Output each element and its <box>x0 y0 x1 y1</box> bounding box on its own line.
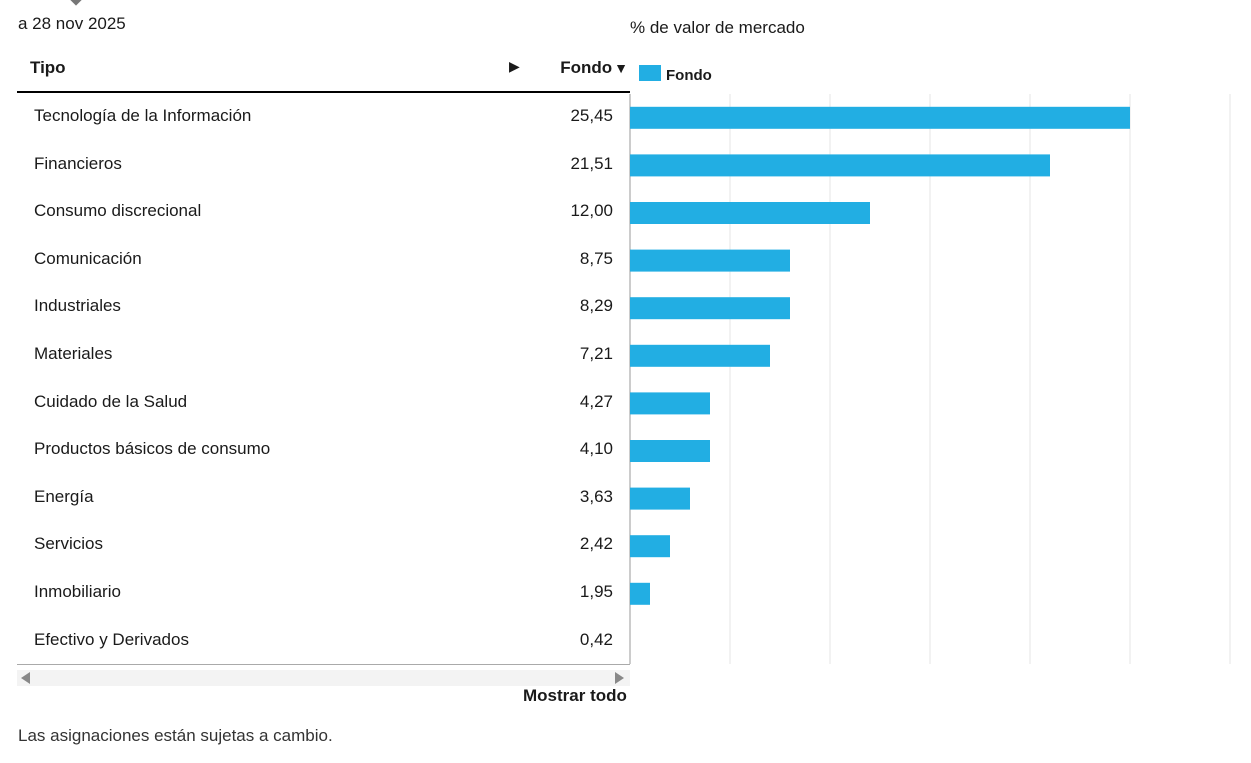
row-sector-name: Financieros <box>34 153 122 173</box>
row-fund-value: 21,51 <box>570 153 613 173</box>
bar <box>630 487 690 510</box>
row-sector-name: Cuidado de la Salud <box>34 391 188 411</box>
bar <box>630 106 1130 129</box>
row-sector-name: Energía <box>34 486 94 506</box>
row-fund-value: 12,00 <box>570 201 613 221</box>
row-sector-name: Tecnología de la Información <box>34 106 252 125</box>
row-fund-value: 3,63 <box>579 486 613 506</box>
table-row: Materiales 7,21 <box>17 331 630 379</box>
scroll-left-icon[interactable] <box>21 672 30 684</box>
table-body: Tecnología de la Información 25,45 Financi… <box>17 93 630 664</box>
as-of-date: a 28 nov 2025 <box>18 14 126 33</box>
table-row: Cuidado de la Salud 4,27 <box>17 379 630 427</box>
bar <box>630 297 790 320</box>
bar <box>630 154 1050 177</box>
row-fund-value: 25,45 <box>570 106 613 125</box>
sort-desc-icon: ▼ <box>614 60 628 76</box>
row-fund-value: 4,27 <box>579 391 613 411</box>
table-row: Tecnología de la Información 25,45 <box>17 93 630 141</box>
bar <box>630 202 870 224</box>
table-row: Consumo discrecional 12,00 <box>17 188 630 236</box>
table-row: Energía 3,63 <box>17 474 630 522</box>
bar <box>630 535 670 558</box>
row-fund-value: 4,10 <box>579 439 613 459</box>
row-sector-name: Industriales <box>34 296 121 316</box>
legend-swatch <box>639 65 661 81</box>
table-row: Servicios 2,42 <box>17 521 630 569</box>
table-divider <box>17 664 630 666</box>
row-sector-name: Consumo discrecional <box>34 201 202 221</box>
table-row: Industriales 8,29 <box>17 283 630 331</box>
row-fund-value: 2,42 <box>579 534 613 554</box>
horizontal-scrollbar[interactable] <box>17 670 630 686</box>
row-sector-name: Inmobiliario <box>34 581 121 601</box>
row-fund-value: 0,42 <box>579 629 613 649</box>
disclaimer-text: Las asignaciones están sujetas a cambio. <box>18 726 333 745</box>
bar <box>630 582 650 605</box>
row-sector-name: Efectivo y Derivados <box>34 629 189 649</box>
table-row: Comunicación 8,75 <box>17 236 630 284</box>
allocation-table: Tipo ▶ Fondo ▼ Tecnología de la Informaci… <box>17 50 630 666</box>
legend-label: Fondo <box>666 67 712 84</box>
row-sector-name: Servicios <box>34 534 103 554</box>
row-fund-value: 8,29 <box>579 296 613 316</box>
show-all-button[interactable]: Mostrar todo <box>523 686 627 705</box>
bar <box>630 249 790 272</box>
table-row: Productos básicos de consumo 4,10 <box>17 426 630 474</box>
chart-title: % de valor de mercado <box>630 18 805 37</box>
table-row: Financieros 21,51 <box>17 141 630 189</box>
row-fund-value: 1,95 <box>579 581 613 601</box>
play-icon[interactable]: ▶ <box>509 58 520 74</box>
column-header-fondo[interactable]: Fondo ▼ <box>560 58 628 78</box>
row-sector-name: Comunicación <box>34 248 142 268</box>
row-fund-value: 8,75 <box>579 248 613 268</box>
bar <box>630 392 710 415</box>
row-sector-name: Materiales <box>34 343 113 363</box>
row-fund-value: 7,21 <box>579 343 613 363</box>
row-sector-name: Productos básicos de consumo <box>34 439 271 459</box>
table-row: Efectivo y Derivados 0,42 <box>17 617 630 665</box>
bar <box>630 344 770 367</box>
table-header: Tipo ▶ Fondo ▼ <box>17 50 630 93</box>
column-header-fondo-label: Fondo <box>560 58 613 77</box>
bar <box>630 440 710 462</box>
scroll-right-icon[interactable] <box>615 672 624 684</box>
column-header-tipo: Tipo <box>30 58 66 77</box>
table-row: Inmobiliario 1,95 <box>17 569 630 617</box>
